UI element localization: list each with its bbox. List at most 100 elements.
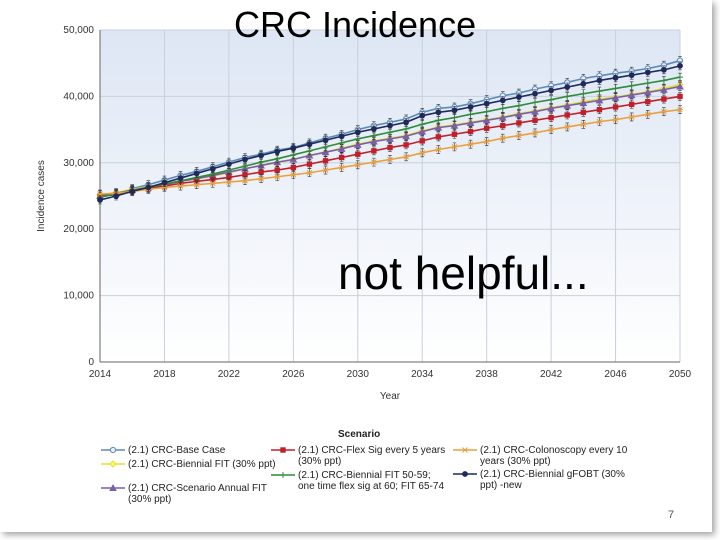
data-point bbox=[499, 97, 506, 104]
legend-swatch-marker bbox=[462, 447, 468, 453]
data-point bbox=[387, 144, 393, 151]
data-point bbox=[451, 144, 458, 150]
data-point bbox=[289, 155, 298, 163]
data-point bbox=[209, 165, 216, 172]
x-tick-label: 2026 bbox=[282, 369, 305, 380]
data-point bbox=[290, 145, 297, 152]
data-point bbox=[274, 148, 281, 155]
legend-swatch bbox=[453, 471, 477, 477]
data-point bbox=[677, 74, 683, 81]
series-lines bbox=[96, 56, 684, 205]
data-point bbox=[386, 134, 394, 142]
data-point bbox=[419, 138, 425, 144]
data-point bbox=[258, 152, 265, 159]
data-point bbox=[483, 138, 490, 145]
data-point bbox=[516, 120, 522, 126]
axis-labels: 0 10,000 20,000 30,000 40,000 50,000 2014 2018 2… bbox=[36, 25, 692, 402]
data-point bbox=[403, 153, 410, 160]
data-point bbox=[209, 180, 216, 187]
legend-label: (2.1) CRC-Biennial gFOBT (30% ppt) -new bbox=[480, 469, 625, 491]
data-point bbox=[612, 104, 619, 110]
legend-label: (2.1) CRC-Flex Sig every 5 years (30% pp… bbox=[298, 445, 446, 467]
overlay-comment: not helpful... bbox=[338, 247, 589, 299]
data-point bbox=[434, 123, 443, 131]
legend-swatch bbox=[453, 447, 477, 453]
data-point bbox=[177, 175, 184, 181]
x-tick-label: 2030 bbox=[347, 369, 370, 380]
data-point bbox=[435, 146, 442, 153]
data-point bbox=[321, 148, 330, 156]
data-point bbox=[482, 116, 491, 124]
data-point bbox=[644, 80, 651, 87]
data-point bbox=[580, 121, 587, 128]
data-point bbox=[515, 102, 522, 109]
data-point bbox=[628, 101, 635, 108]
data-point bbox=[258, 169, 264, 175]
legend-label: (2.1) CRC-Biennial FIT (30% ppt) bbox=[128, 459, 276, 470]
data-point bbox=[338, 139, 345, 146]
data-point bbox=[419, 112, 426, 119]
data-point bbox=[97, 191, 103, 197]
y-tick-label: 30,000 bbox=[63, 158, 94, 169]
data-point bbox=[500, 122, 506, 129]
data-point bbox=[402, 132, 410, 140]
data-point bbox=[564, 84, 571, 91]
data-point bbox=[628, 72, 635, 79]
data-point bbox=[161, 179, 168, 186]
data-point bbox=[547, 104, 555, 112]
data-point bbox=[532, 117, 538, 124]
y-tick-label: 40,000 bbox=[63, 91, 94, 102]
data-point bbox=[177, 183, 184, 189]
data-point bbox=[306, 169, 313, 176]
data-point bbox=[161, 184, 168, 191]
data-point bbox=[483, 108, 490, 115]
data-point bbox=[337, 144, 346, 152]
data-point bbox=[450, 121, 459, 129]
data-point bbox=[531, 107, 539, 115]
data-point bbox=[403, 142, 409, 148]
data-point bbox=[242, 163, 248, 170]
data-point bbox=[644, 111, 651, 118]
data-point bbox=[548, 87, 555, 94]
data-point bbox=[354, 135, 361, 142]
data-point bbox=[580, 90, 587, 97]
data-point bbox=[338, 164, 345, 171]
legend-swatch bbox=[101, 460, 125, 468]
data-point bbox=[483, 100, 490, 107]
legend-swatch bbox=[271, 472, 295, 478]
data-point bbox=[643, 88, 652, 96]
legend-swatch-marker bbox=[280, 447, 286, 453]
data-point bbox=[660, 85, 668, 93]
grid-lines bbox=[99, 29, 681, 363]
legend-swatch-marker bbox=[462, 471, 468, 477]
data-point bbox=[354, 129, 361, 136]
data-point bbox=[515, 94, 522, 100]
legend-swatch bbox=[271, 447, 295, 453]
data-point bbox=[225, 161, 232, 168]
series-6 bbox=[97, 105, 683, 199]
data-point bbox=[354, 161, 361, 168]
x-tick-label: 2018 bbox=[153, 369, 176, 380]
data-point bbox=[579, 98, 588, 107]
data-point bbox=[451, 107, 458, 114]
data-point bbox=[306, 147, 313, 154]
data-point bbox=[113, 193, 120, 199]
data-point bbox=[290, 171, 297, 178]
data-point bbox=[355, 151, 361, 157]
data-point bbox=[225, 179, 232, 185]
data-point bbox=[193, 181, 200, 188]
page-number: 7 bbox=[668, 509, 675, 521]
data-point bbox=[661, 96, 667, 102]
data-point bbox=[419, 149, 426, 156]
data-point bbox=[306, 161, 313, 167]
y-tick-label: 20,000 bbox=[63, 224, 94, 235]
data-point bbox=[628, 82, 635, 89]
data-point bbox=[660, 66, 667, 73]
data-point bbox=[387, 129, 393, 136]
data-point bbox=[564, 112, 570, 118]
x-tick-label: 2034 bbox=[411, 369, 434, 380]
data-point bbox=[274, 173, 281, 180]
data-point bbox=[387, 122, 393, 129]
data-point bbox=[242, 177, 248, 184]
data-point bbox=[258, 159, 265, 166]
